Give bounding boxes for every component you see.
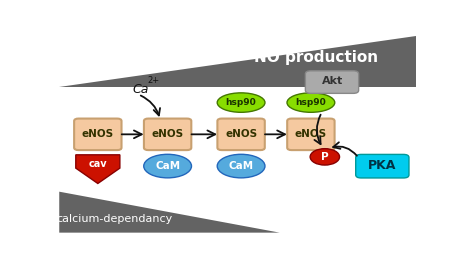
FancyBboxPatch shape <box>218 119 265 150</box>
Ellipse shape <box>217 154 265 178</box>
Text: eNOS: eNOS <box>295 129 327 139</box>
Text: CaM: CaM <box>155 161 180 171</box>
Text: eNOS: eNOS <box>152 129 184 139</box>
Text: CaM: CaM <box>228 161 254 171</box>
Ellipse shape <box>287 93 335 112</box>
Text: cav: cav <box>89 159 107 169</box>
Text: hsp90: hsp90 <box>226 98 256 107</box>
Text: Akt: Akt <box>322 76 344 86</box>
Text: eNOS: eNOS <box>225 129 257 139</box>
Text: eNOS: eNOS <box>82 129 114 139</box>
Polygon shape <box>59 36 416 87</box>
Text: PKA: PKA <box>368 159 397 172</box>
Text: hsp90: hsp90 <box>295 98 326 107</box>
Text: NO production: NO production <box>255 50 378 65</box>
FancyBboxPatch shape <box>356 154 409 178</box>
Text: calcium-dependancy: calcium-dependancy <box>56 214 173 224</box>
Text: P: P <box>321 152 328 162</box>
Text: Ca: Ca <box>133 83 149 96</box>
Polygon shape <box>59 192 280 233</box>
Ellipse shape <box>217 93 265 112</box>
Polygon shape <box>76 155 120 184</box>
FancyBboxPatch shape <box>74 119 121 150</box>
Text: 2+: 2+ <box>147 76 160 85</box>
FancyBboxPatch shape <box>287 119 335 150</box>
Circle shape <box>310 149 339 165</box>
Ellipse shape <box>144 154 191 178</box>
FancyBboxPatch shape <box>305 71 359 93</box>
FancyBboxPatch shape <box>144 119 191 150</box>
